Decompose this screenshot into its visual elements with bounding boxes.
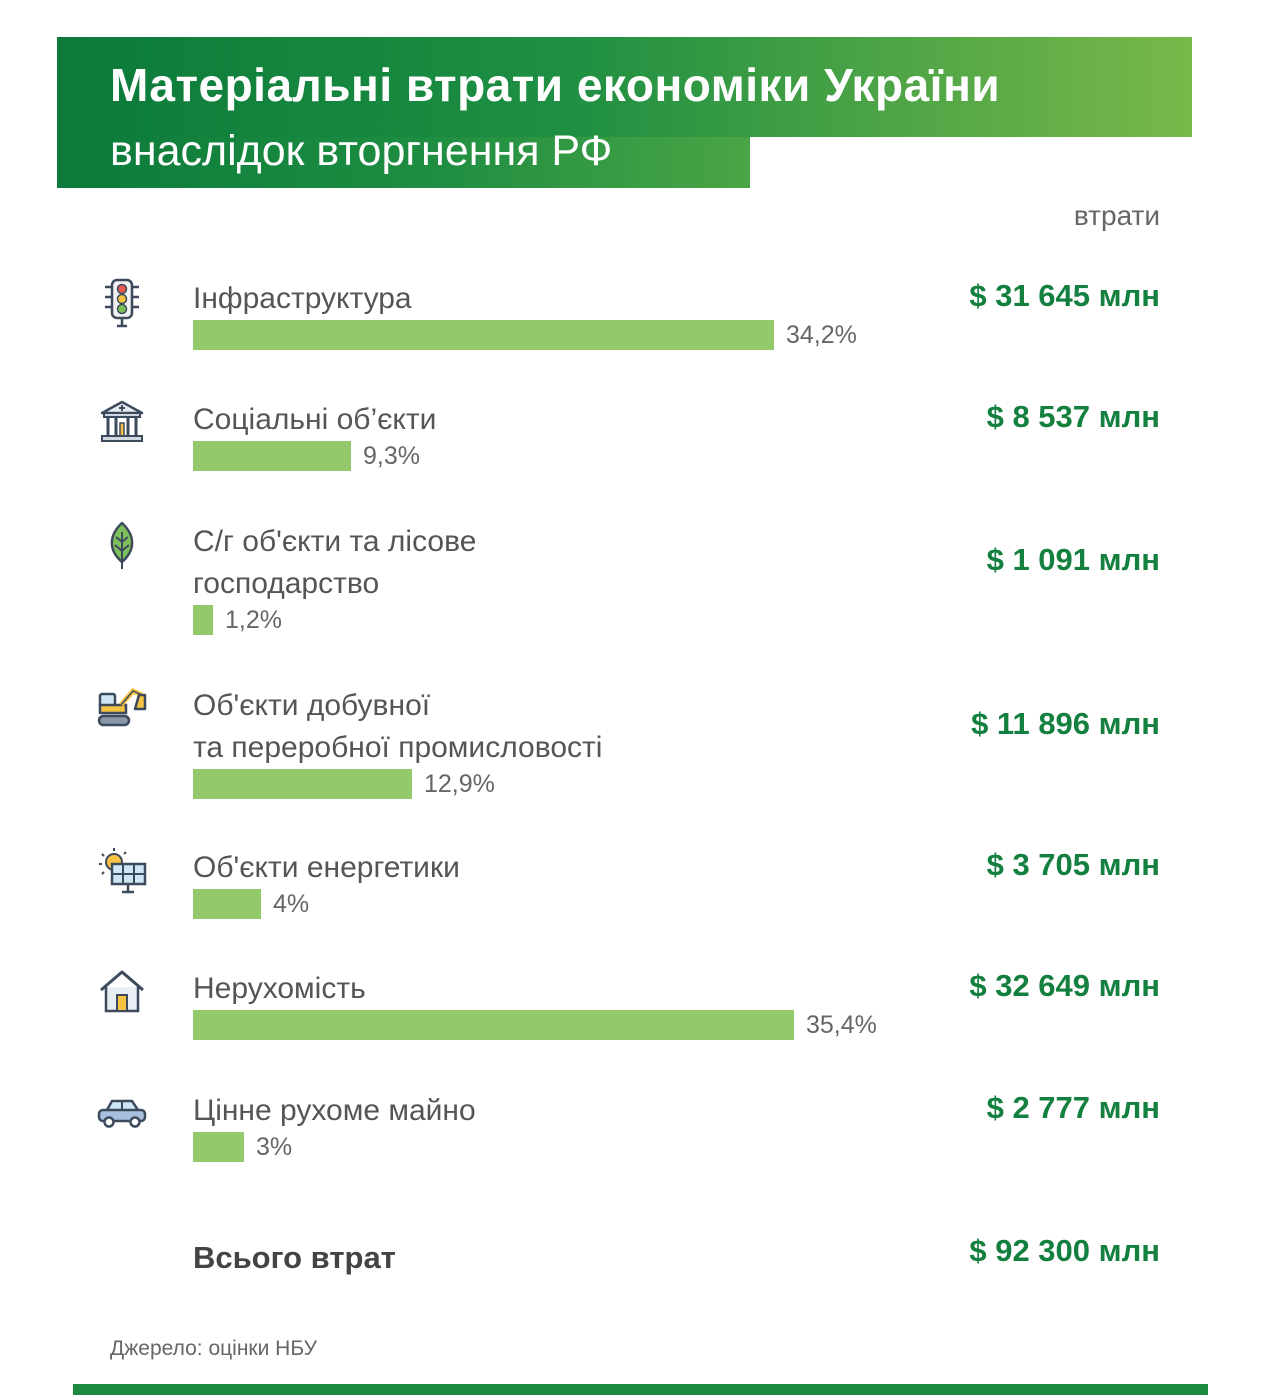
data-bar [193, 889, 261, 919]
percent-label: 4% [273, 890, 310, 918]
loss-value: $ 11 896 млн [971, 706, 1160, 741]
loss-value: $ 2 777 млн [986, 1090, 1160, 1125]
total-value: $ 92 300 млн [969, 1233, 1160, 1268]
data-bar [193, 441, 351, 471]
category-label-line2: та переробної промисловості [193, 731, 603, 764]
house-icon [95, 966, 149, 1020]
excavator-icon [95, 681, 149, 735]
loss-value: $ 8 537 млн [986, 399, 1160, 434]
category-label: Цінне рухоме майно [193, 1094, 476, 1127]
page-subtitle: внаслідок вторгнення РФ [110, 127, 613, 175]
data-bar [193, 320, 774, 350]
leaf-icon [95, 518, 149, 572]
percent-label: 9,3% [363, 442, 420, 470]
percent-label: 3% [256, 1133, 293, 1161]
data-bar [193, 1132, 244, 1162]
page-title: Матеріальні втрати економіки України [110, 59, 1001, 111]
solar-panel-icon [95, 845, 149, 899]
loss-value: $ 31 645 млн [969, 278, 1160, 313]
title-banner [57, 37, 1192, 137]
category-label: Соціальні об’єкти [193, 403, 437, 436]
loss-value: $ 1 091 млн [986, 542, 1160, 577]
footer-bar [73, 1384, 1208, 1395]
bank-building-icon [95, 395, 149, 449]
traffic-light-icon [95, 275, 149, 329]
category-label: Інфраструктура [193, 282, 412, 315]
subtitle-banner [57, 137, 750, 188]
percent-label: 34,2% [786, 321, 857, 349]
total-label: Всього втрат [193, 1240, 396, 1275]
category-label: Об'єкти добувної [193, 689, 431, 722]
category-label: Об'єкти енергетики [193, 851, 460, 884]
percent-label: 35,4% [806, 1011, 877, 1039]
percent-label: 1,2% [225, 606, 282, 634]
column-header: втрати [1073, 200, 1160, 231]
data-bar [193, 1010, 794, 1040]
data-bar [193, 605, 213, 635]
percent-label: 12,9% [424, 770, 495, 798]
category-label: Нерухомість [193, 972, 366, 1005]
category-label-line2: господарство [193, 567, 380, 600]
source-note: Джерело: оцінки НБУ [110, 1337, 317, 1360]
car-icon [95, 1086, 149, 1140]
data-bar [193, 769, 412, 799]
loss-value: $ 32 649 млн [969, 968, 1160, 1003]
loss-value: $ 3 705 млн [986, 847, 1160, 882]
category-label: С/г об'єкти та лісове [193, 525, 477, 558]
